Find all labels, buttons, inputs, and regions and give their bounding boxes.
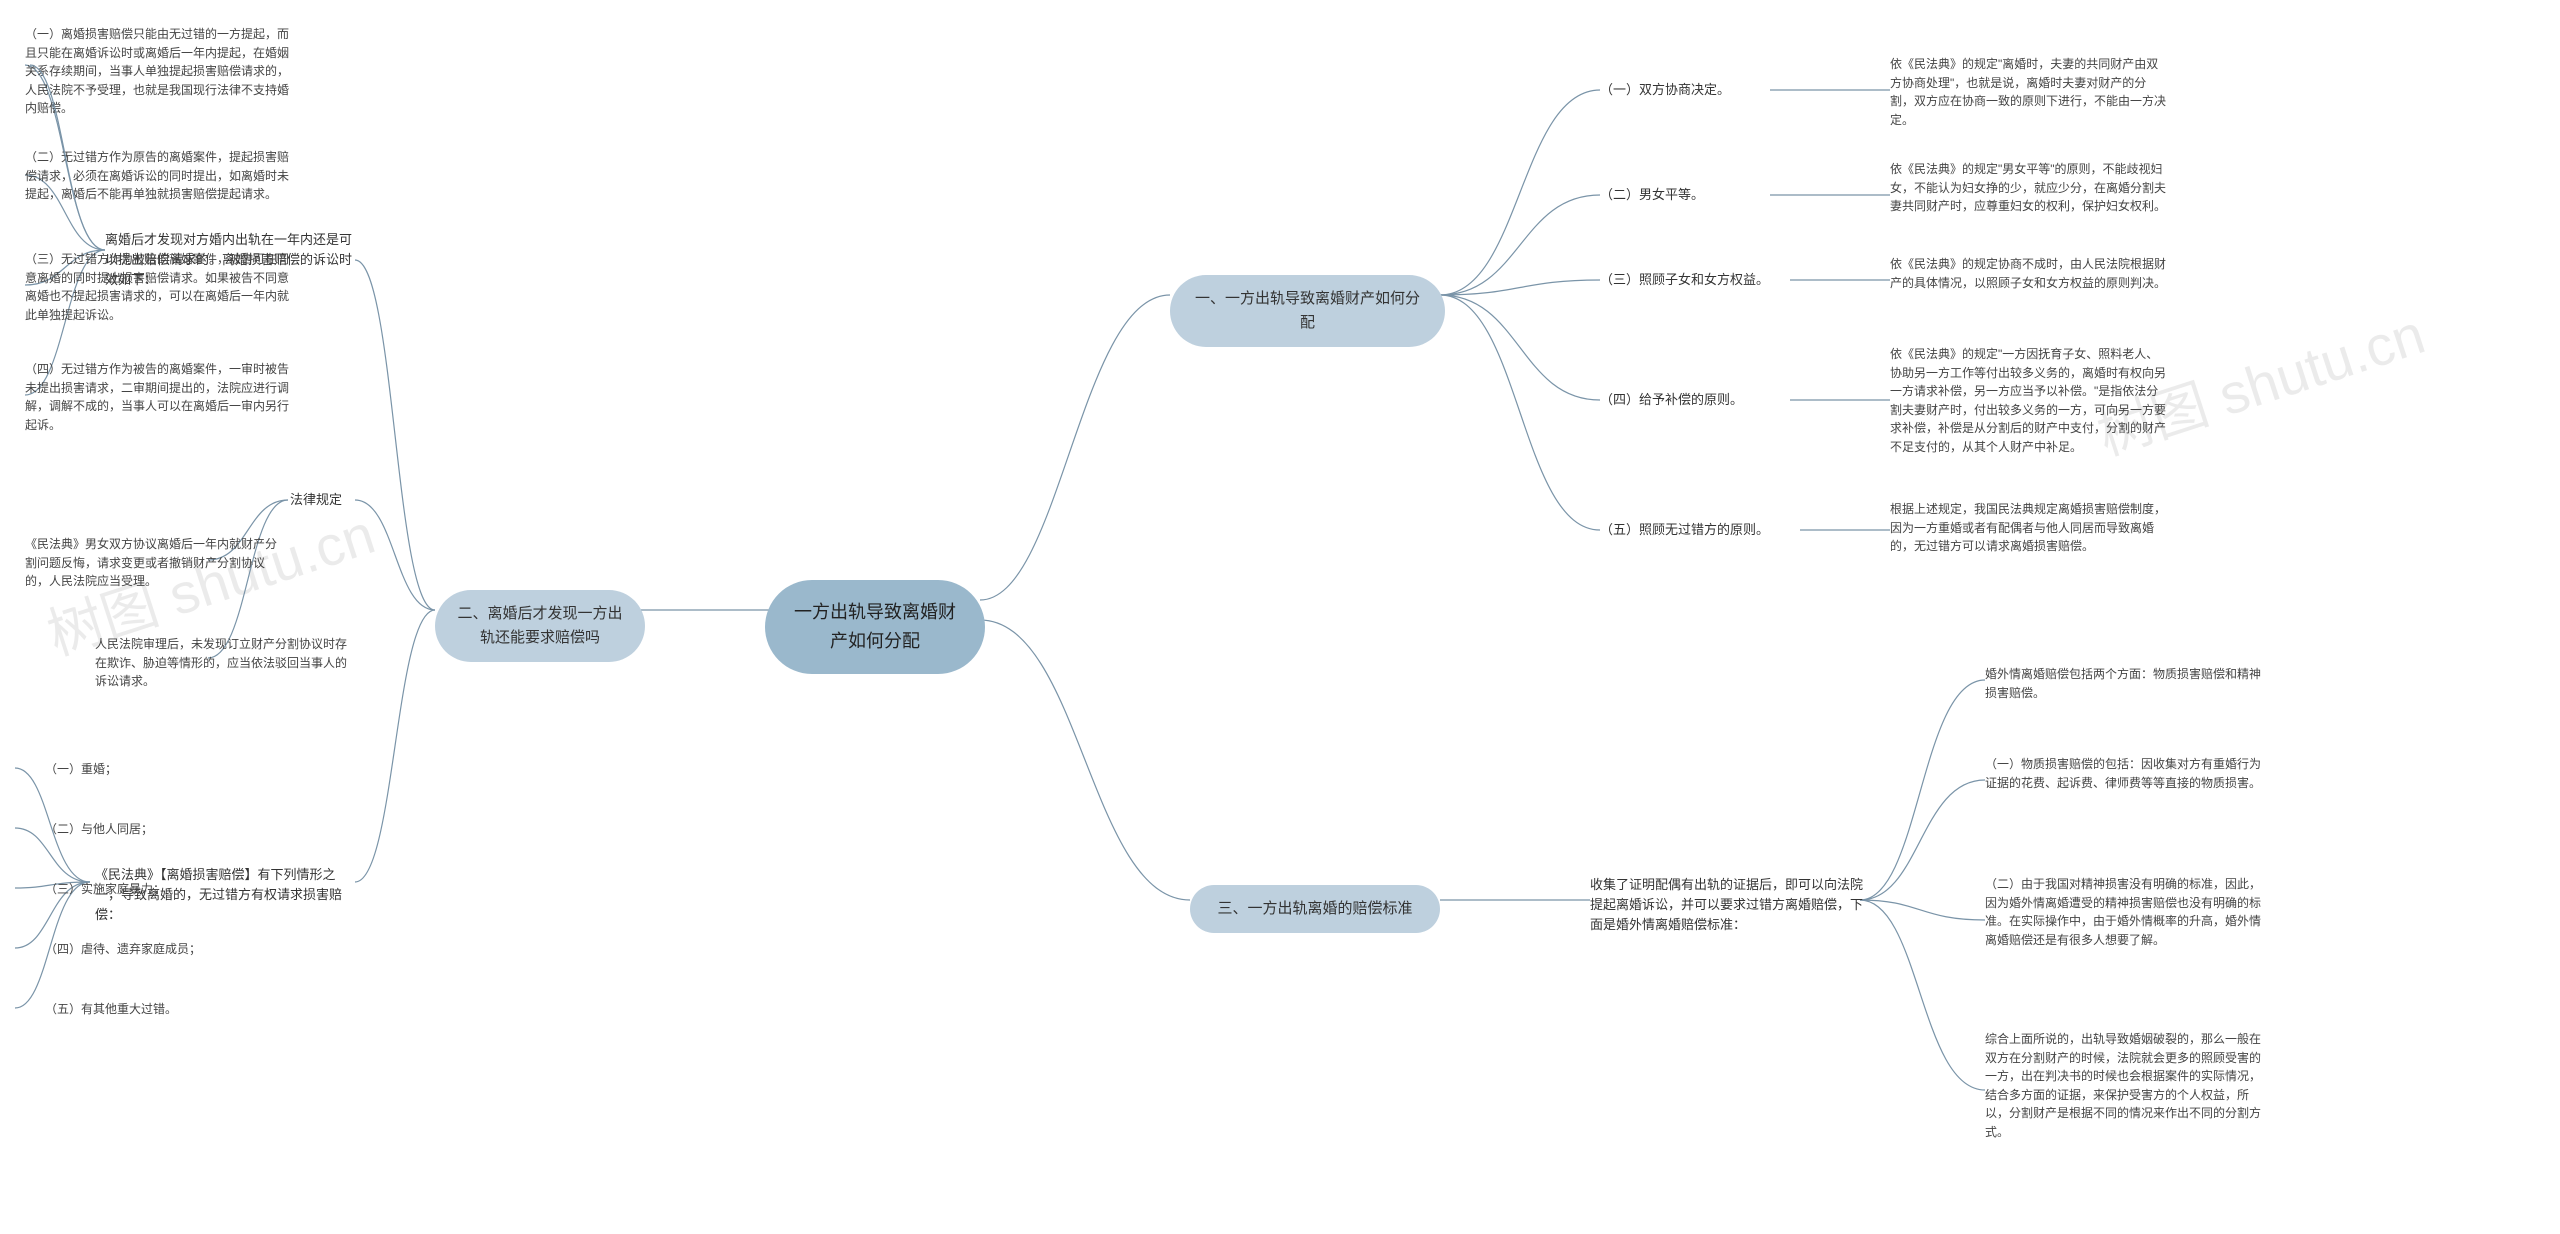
l2-c2-l3: （四）虐待、遗弃家庭成员； [45,940,201,959]
l2-c0-l0: （一）离婚损害赔偿只能由无过错的一方提起，而且只能在离婚诉讼时或离婚后一年内提起… [25,25,295,118]
l2-c1-label: 法律规定 [290,490,342,510]
l2-c0-l2: （三）无过错方作为被告的离婚案件，被告可在同意离婚的同时提出损害赔偿请求。如果被… [25,250,295,324]
l2-c2-l4: （五）有其他重大过错。 [45,1000,177,1019]
r1-c1-leaf: 依《民法典》的规定"男女平等"的原则，不能歧视妇女，不能认为妇女挣的少，就应少分… [1890,160,2170,216]
r1-c3-leaf: 依《民法典》的规定"一方因抚育子女、照料老人、协助另一方工作等付出较多义务的，离… [1890,345,2170,457]
branch-right-1: 一、一方出轨导致离婚财产如何分配 [1170,275,1445,347]
r3-l3: 综合上面所说的，出轨导致婚姻破裂的，那么一般在双方在分割财产的时候，法院就会更多… [1985,1030,2265,1142]
l2-c1-l0: 《民法典》男女双方协议离婚后一年内就财产分割问题反悔，请求变更或者撤销财产分割协… [25,535,280,591]
r1-c0-leaf: 依《民法典》的规定"离婚时，夫妻的共同财产由双方协商处理"，也就是说，离婚时夫妻… [1890,55,2170,129]
r1-c2-leaf: 依《民法典》的规定协商不成时，由人民法院根据财产的具体情况，以照顾子女和女方权益… [1890,255,2170,292]
root-node: 一方出轨导致离婚财产如何分配 [765,580,985,674]
r3-l1: （一）物质损害赔偿的包括：因收集对方有重婚行为证据的花费、起诉费、律师费等等直接… [1985,755,2265,792]
r1-c4-label: （五）照顾无过错方的原则。 [1600,520,1769,540]
r1-c4-leaf: 根据上述规定，我国民法典规定离婚损害赔偿制度，因为一方重婚或者有配偶者与他人同居… [1890,500,2170,556]
l2-c0-l1: （二）无过错方作为原告的离婚案件，提起损害赔偿请求，必须在离婚诉讼的同时提出，如… [25,148,295,204]
r3-l0: 婚外情离婚赔偿包括两个方面：物质损害赔偿和精神损害赔偿。 [1985,665,2265,702]
l2-c1-l1: 人民法院审理后，未发现订立财产分割协议时存在欺诈、胁迫等情形的，应当依法驳回当事… [95,635,355,691]
l2-c0-l3: （四）无过错方作为被告的离婚案件，一审时被告未提出损害请求，二审期间提出的，法院… [25,360,295,434]
r1-c0-label: （一）双方协商决定。 [1600,80,1730,100]
l2-c2-l0: （一）重婚； [45,760,117,779]
l2-c2-l2: （三）实施家庭暴力； [45,880,165,899]
r3-l2: （二）由于我国对精神损害没有明确的标准，因此，因为婚外情离婚遭受的精神损害赔偿也… [1985,875,2265,949]
branch-left-2: 二、离婚后才发现一方出轨还能要求赔偿吗 [435,590,645,662]
r1-c1-label: （二）男女平等。 [1600,185,1704,205]
l2-c2-l1: （二）与他人同居； [45,820,153,839]
branch-right-3: 三、一方出轨离婚的赔偿标准 [1190,885,1440,933]
r1-c3-label: （四）给予补偿的原则。 [1600,390,1743,410]
r3-mid: 收集了证明配偶有出轨的证据后，即可以向法院提起离婚诉讼，并可以要求过错方离婚赔偿… [1590,875,1865,935]
r1-c2-label: （三）照顾子女和女方权益。 [1600,270,1769,290]
